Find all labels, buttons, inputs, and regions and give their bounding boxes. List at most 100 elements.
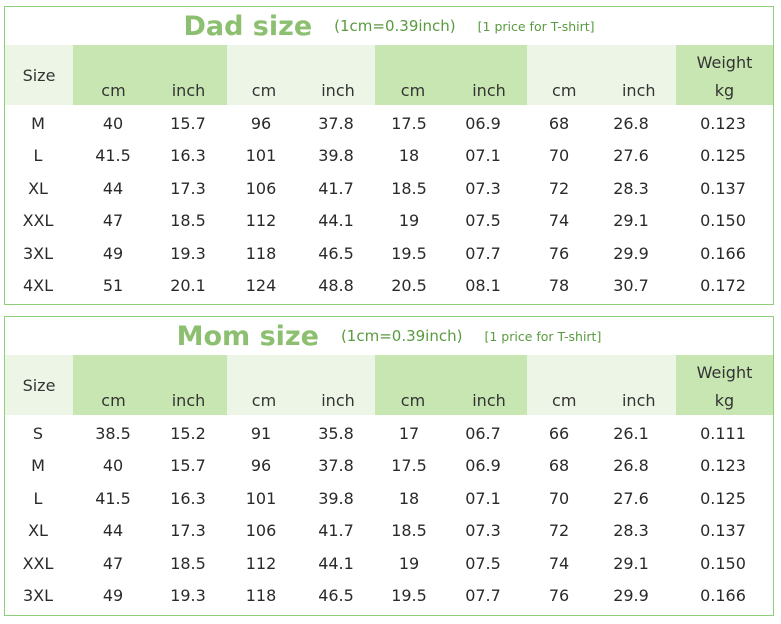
table-title: Dad size	[183, 10, 313, 42]
size-cell: M	[31, 113, 45, 133]
dad-size-table: Dad size (1cm=0.39inch) [1 price for T-shi…	[4, 6, 774, 305]
value-cell: 78	[548, 276, 570, 296]
value-cell: 91	[250, 423, 272, 443]
value-cell: 49	[102, 586, 124, 606]
value-cell: 19	[398, 553, 420, 573]
value-cell: 66	[548, 423, 570, 443]
value-cell: 18.5	[170, 211, 206, 231]
shoulder-unit-inch: inch	[171, 391, 206, 410]
value-cell: 07.1	[465, 146, 501, 166]
table-row: 3XL 49 19.3 118 46.5 19.5 07.7 76 29.9 0.166	[5, 580, 773, 613]
value-cell: 07.7	[465, 586, 501, 606]
value-cell: 41.7	[318, 178, 354, 198]
shoulder-unit-cm: cm	[101, 81, 126, 100]
size-cell: L	[33, 146, 43, 166]
value-cell: 28.3	[613, 521, 649, 541]
value-cell: 20.1	[170, 276, 206, 296]
sleeve-unit-inch: inch	[472, 81, 506, 100]
bust-unit-cm: cm	[251, 391, 277, 410]
value-cell: 07.3	[465, 178, 501, 198]
value-cell: 17.5	[391, 113, 427, 133]
size-cell: XXL	[22, 211, 54, 231]
value-cell: 0.172	[700, 276, 746, 296]
length-unit-cm: cm	[552, 81, 577, 100]
value-cell: 17	[398, 423, 420, 443]
value-cell: 44	[102, 178, 124, 198]
size-cell: 4XL	[22, 276, 54, 296]
bust-unit-cm: cm	[251, 81, 277, 100]
bust-unit-inch: inch	[321, 391, 355, 410]
value-cell: 41.5	[95, 488, 131, 508]
size-cell: 3XL	[22, 586, 54, 606]
value-cell: 07.5	[465, 553, 501, 573]
size-cell: L	[33, 488, 43, 508]
value-cell: 07.1	[465, 488, 501, 508]
weight-header-label: Weight	[696, 363, 753, 382]
value-cell: 18.5	[391, 178, 427, 198]
value-cell: 06.7	[465, 423, 501, 443]
header-sleeve: cm inch	[375, 45, 527, 105]
value-cell: 40	[102, 456, 124, 476]
table-row: L 41.5 16.3 101 39.8 18 07.1 70 27.6 0.125	[5, 140, 773, 173]
value-cell: 20.5	[391, 276, 427, 296]
value-cell: 37.8	[318, 456, 354, 476]
value-cell: 07.7	[465, 243, 501, 263]
value-cell: 46.5	[318, 243, 354, 263]
value-cell: 96	[250, 456, 272, 476]
table-body: M 40 15.7 96 37.8 17.5 06.9 68 26.8 0.123 L 41.5 16.…	[5, 107, 773, 302]
value-cell: 47	[102, 211, 124, 231]
value-cell: 49	[102, 243, 124, 263]
value-cell: 0.125	[700, 488, 746, 508]
conversion-note: (1cm=0.39inch)	[334, 17, 456, 35]
size-grid: Size cm inch cm inch cm inch cm inch Weight kg M 40 1…	[5, 45, 773, 304]
weight-unit-kg: kg	[714, 81, 735, 100]
header-length: cm inch	[527, 355, 676, 415]
value-cell: 17.3	[170, 178, 206, 198]
value-cell: 18	[398, 488, 420, 508]
header-shoulder: cm inch	[73, 45, 227, 105]
value-cell: 118	[245, 243, 277, 263]
value-cell: 106	[245, 521, 277, 541]
value-cell: 15.7	[170, 456, 206, 476]
header-weight: Weight kg	[676, 355, 773, 415]
header-bust: cm inch	[227, 45, 375, 105]
sleeve-unit-cm: cm	[400, 391, 426, 410]
value-cell: 0.150	[700, 553, 746, 573]
value-cell: 27.6	[613, 488, 649, 508]
value-cell: 17.3	[170, 521, 206, 541]
size-header-label: Size	[22, 66, 56, 85]
header-weight: Weight kg	[676, 45, 773, 105]
value-cell: 51	[102, 276, 124, 296]
value-cell: 06.9	[465, 456, 501, 476]
value-cell: 15.2	[170, 423, 206, 443]
table-row: L 41.5 16.3 101 39.8 18 07.1 70 27.6 0.125	[5, 482, 773, 515]
value-cell: 41.7	[318, 521, 354, 541]
weight-unit-kg: kg	[714, 391, 735, 410]
size-cell: M	[31, 456, 45, 476]
value-cell: 07.5	[465, 211, 501, 231]
value-cell: 0.137	[700, 178, 746, 198]
value-cell: 15.7	[170, 113, 206, 133]
header-sleeve: cm inch	[375, 355, 527, 415]
value-cell: 76	[548, 243, 570, 263]
value-cell: 0.123	[700, 456, 746, 476]
length-unit-cm: cm	[552, 391, 577, 410]
table-row: XL 44 17.3 106 41.7 18.5 07.3 72 28.3 0.137	[5, 172, 773, 205]
value-cell: 35.8	[318, 423, 354, 443]
table-row: 4XL 51 20.1 124 48.8 20.5 08.1 78 30.7 0.172	[5, 270, 773, 303]
header-size: Size	[5, 355, 73, 415]
length-unit-inch: inch	[621, 391, 656, 410]
value-cell: 76	[548, 586, 570, 606]
shoulder-unit-cm: cm	[101, 391, 126, 410]
title-row: Mom size (1cm=0.39inch) [1 price for T-shi…	[5, 317, 773, 355]
value-cell: 26.8	[613, 456, 649, 476]
table-body: S 38.5 15.2 91 35.8 17 06.7 66 26.1 0.111 M 40 15.7 9…	[5, 417, 773, 612]
value-cell: 29.9	[613, 243, 649, 263]
value-cell: 0.123	[700, 113, 746, 133]
value-cell: 74	[548, 211, 570, 231]
mom-size-table: Mom size (1cm=0.39inch) [1 price for T-shi…	[4, 316, 774, 616]
size-cell: XXL	[22, 553, 54, 573]
shoulder-unit-inch: inch	[171, 81, 206, 100]
value-cell: 37.8	[318, 113, 354, 133]
value-cell: 72	[548, 178, 570, 198]
